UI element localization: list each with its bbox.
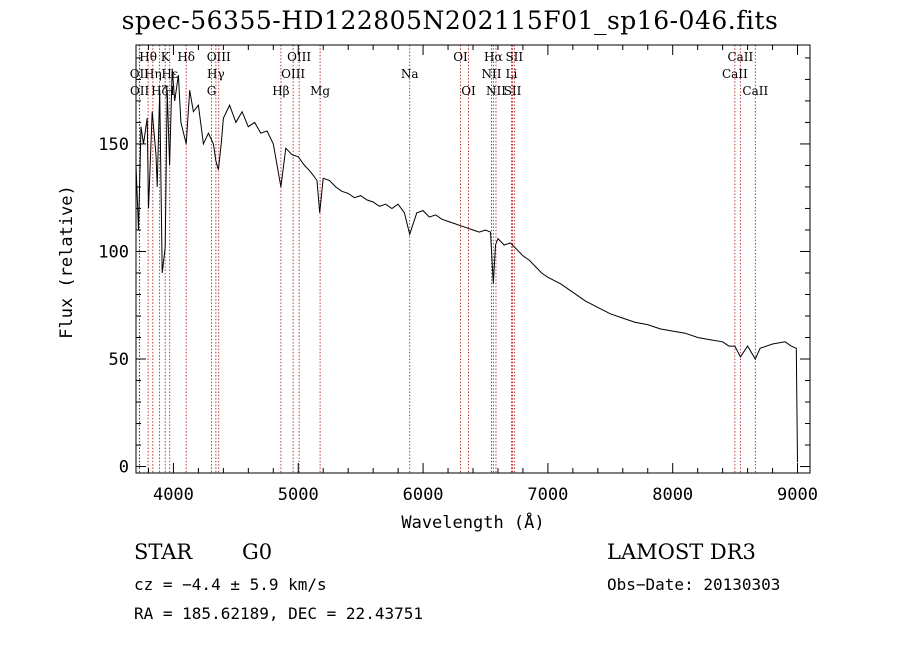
line-label: G [207, 84, 217, 98]
x-tick-label: 5000 [278, 485, 319, 505]
x-tick-label: 6000 [403, 485, 444, 505]
line-label: OI [453, 50, 468, 64]
line-label: Hβ [272, 84, 289, 98]
line-label: Mg [310, 84, 330, 98]
line-label: OI [461, 84, 476, 98]
x-tick-label: 9000 [777, 485, 818, 505]
line-label: SII [505, 50, 523, 64]
line-label: Na [401, 67, 419, 81]
line-label: OII [130, 84, 150, 98]
line-label: OIII [287, 50, 311, 64]
line-label: Hθ [139, 50, 157, 64]
x-tick-label: 8000 [652, 485, 693, 505]
line-label: OIII [281, 67, 305, 81]
line-label: H [164, 84, 174, 98]
line-label: Hα [484, 50, 503, 64]
line-label: NII [486, 84, 506, 98]
line-label: Hγ [207, 67, 225, 81]
line-label: Hη [144, 67, 162, 81]
redshift-cz: cz = −4.4 ± 5.9 km/s [134, 575, 327, 594]
ra-dec: RA = 185.62189, DEC = 22.43751 [134, 604, 423, 623]
line-label: Hδ [177, 50, 195, 64]
x-axis-label: Wavelength (Å) [401, 511, 544, 533]
line-label: Hε [161, 67, 178, 81]
y-tick-label: 50 [109, 350, 129, 370]
y-tick-label: 100 [98, 242, 129, 262]
object-class: STAR [134, 540, 193, 564]
chart-title: spec-56355-HD122805N202115F01_sp16-046.f… [121, 6, 779, 35]
plot-frame [135, 44, 811, 474]
survey-name: LAMOST DR3 [607, 540, 756, 564]
y-tick-label: 0 [119, 458, 129, 478]
obs-date: Obs−Date: 20130303 [607, 575, 781, 594]
x-tick-label: 4000 [153, 485, 194, 505]
spectrum-line [135, 68, 798, 463]
line-label: OIII [207, 50, 231, 64]
line-label: OII [130, 67, 150, 81]
line-label: CaII [722, 67, 748, 81]
x-tick-label: 7000 [527, 485, 568, 505]
y-axis-label: Flux (relative) [57, 185, 77, 339]
y-tick-label: 150 [98, 135, 129, 155]
line-label: CaII [727, 50, 753, 64]
line-label: CaII [742, 84, 768, 98]
object-subclass: G0 [242, 540, 273, 564]
line-label: K [161, 50, 171, 64]
line-label: NII [481, 67, 501, 81]
line-label: SII [504, 84, 522, 98]
line-label: Li [506, 67, 518, 81]
